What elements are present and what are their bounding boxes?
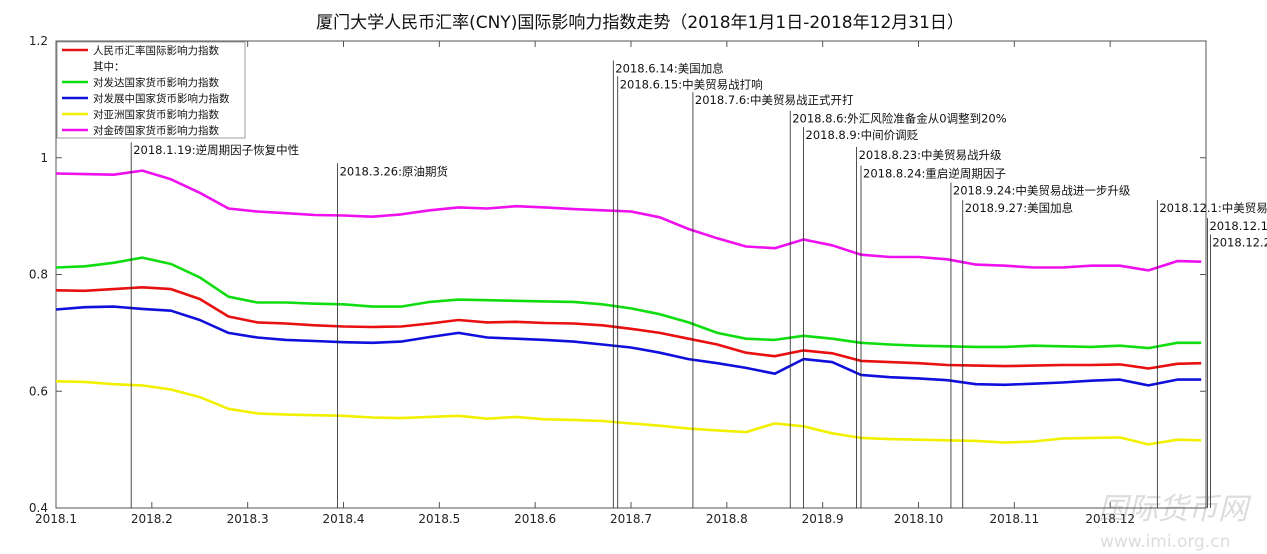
- watermark-url: www.imi.org.cn: [1100, 532, 1230, 552]
- x-tick-label: 2018.4: [323, 512, 365, 526]
- watermark: 国际货币网 www.imi.org.cn: [1098, 492, 1252, 552]
- series-line-2: [55, 256, 1202, 350]
- annotation-label: 2018.8.9:中间价调贬: [806, 128, 919, 142]
- y-tick-label: 0.8: [29, 268, 48, 282]
- x-tick-label: 2018.11: [990, 512, 1040, 526]
- series-line-3: [55, 305, 1202, 387]
- annotation-label: 2018.8.24:重启逆周期因子: [863, 167, 1006, 181]
- annotation-label: 2018.6.14:美国加息: [615, 62, 723, 76]
- legend-entry: 对亚洲国家货币影响力指数: [93, 108, 219, 121]
- annotation-label: 2018.8.6:外汇风险准备金从0调整到20%: [792, 112, 1007, 126]
- annotations: 2018.1.19:逆周期因子恢复中性 2018.3.26:原油期货 2018.6.…: [130, 60, 1267, 508]
- annotation-label: 2018.3.26:原油期货: [340, 164, 448, 178]
- x-tick-label: 2018.1: [35, 512, 77, 526]
- legend-entry: 对金砖国家货币影响力指数: [93, 124, 219, 137]
- x-tick-label: 2018.7: [610, 512, 652, 526]
- annotation-label: 2018.6.15:中美贸易战打响: [620, 77, 763, 91]
- annotation-label: 2018.9.24:中美贸易战进一步升级: [953, 184, 1131, 198]
- x-tick-label: 2018.5: [418, 512, 460, 526]
- series-line-4: [55, 380, 1202, 446]
- series-line-1: [55, 285, 1202, 370]
- annotation-label: 2018.9.27:美国加息: [965, 201, 1073, 215]
- legend-note: 其中：: [93, 60, 125, 73]
- y-tick-label: 0.6: [29, 384, 48, 398]
- x-axis: 2018.1 2018.2 2018.3 2018.4 2018.5 2018.6 2018…: [35, 41, 1135, 526]
- annotation-label: 2018.7.6:中美贸易战正式开打: [695, 93, 854, 107]
- legend-entry: 对发达国家货币影响力指数: [93, 76, 219, 89]
- y-axis: 0.4 0.6 0.8 1 1.2: [29, 34, 1206, 515]
- x-tick-label: 2018.6: [514, 512, 556, 526]
- y-tick-label: 0.4: [29, 501, 48, 515]
- x-tick-label: 2018.8: [706, 512, 748, 526]
- annotation-label: 2018.8.23:中美贸易战升级: [859, 148, 1002, 162]
- x-tick-label: 2018.3: [227, 512, 269, 526]
- y-tick-label: 1.2: [29, 34, 48, 48]
- legend-box: [56, 41, 246, 139]
- x-tick-label: 2018.12: [1085, 512, 1135, 526]
- plot-area: [55, 40, 1207, 509]
- x-tick-label: 2018.2: [131, 512, 173, 526]
- series-line-5: [55, 169, 1202, 272]
- series-lines: [55, 169, 1202, 446]
- legend-entry: 人民币汇率国际影响力指数: [93, 44, 219, 57]
- x-tick-label: 2018.10: [894, 512, 944, 526]
- annotation-label: 2018.1.19:逆周期因子恢复中性: [133, 143, 299, 157]
- legend-entry: 对发展中国家货币影响力指数: [93, 92, 230, 105]
- annotation-label: 2018.12.1:中美贸易战停战90天: [1159, 201, 1267, 215]
- y-tick-label: 1: [40, 151, 48, 165]
- annotation-label: 2018.12.20:美国加息: [1212, 235, 1267, 249]
- watermark-text: 国际货币网: [1098, 492, 1252, 527]
- annotation-label: 2018.12.19:中央经济工作会议: [1209, 219, 1267, 233]
- x-tick-label: 2018.9: [802, 512, 844, 526]
- chart-title: 厦门大学人民币汇率(CNY)国际影响力指数走势（2018年1月1日-2018年1…: [316, 13, 964, 33]
